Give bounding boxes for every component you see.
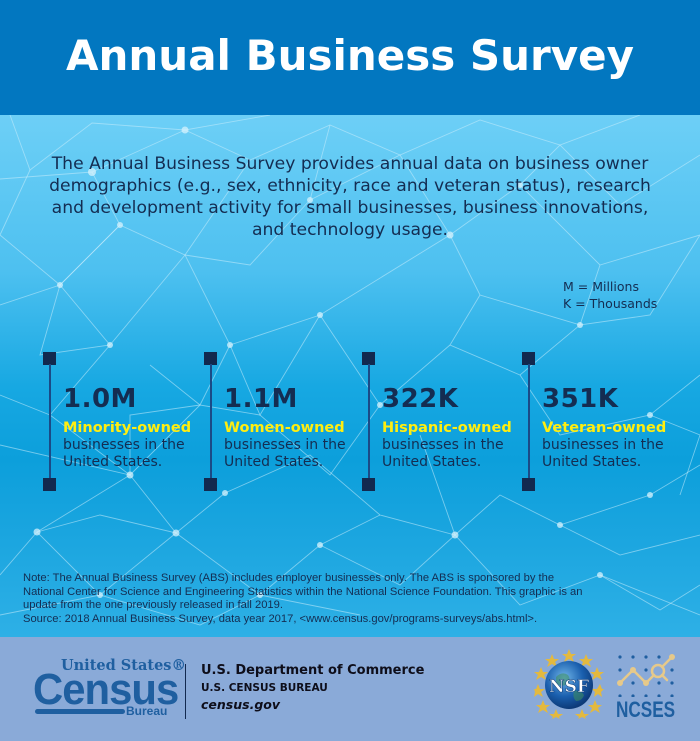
marker-square-icon bbox=[204, 478, 217, 491]
stat-value: 322K bbox=[382, 384, 459, 414]
stat-category: Women-owned bbox=[224, 420, 345, 436]
ncses-logo-text: NCSES bbox=[616, 697, 676, 722]
stat-value: 1.1M bbox=[224, 384, 298, 414]
note-line: Note: The Annual Business Survey (ABS) i… bbox=[23, 572, 555, 584]
stat-category: Minority-owned bbox=[63, 420, 192, 436]
header-banner: Annual Business Survey bbox=[0, 0, 700, 115]
footer: United States® Census Bureau U.S. Depart… bbox=[0, 637, 700, 741]
stat-category: Veteran-owned bbox=[542, 420, 667, 436]
stat-value: 1.0M bbox=[63, 384, 137, 414]
stat-description: businesses in the United States. bbox=[542, 437, 664, 471]
footer-divider bbox=[185, 664, 186, 719]
marker-square-icon bbox=[362, 478, 375, 491]
ncses-chart-magnifier-icon bbox=[617, 654, 675, 697]
stat-women-owned: 1.1M Women-owned businesses in the Unite… bbox=[204, 352, 369, 494]
stat-desc-line: United States. bbox=[224, 454, 324, 470]
marker-line bbox=[527, 364, 530, 480]
source-line: Source: 2018 Annual Business Survey, dat… bbox=[23, 612, 538, 625]
nsf-logo-icon[interactable]: NSF bbox=[534, 647, 604, 719]
marker-line bbox=[367, 364, 370, 480]
stat-category: Hispanic-owned bbox=[382, 420, 512, 436]
marker-line bbox=[48, 364, 51, 480]
marker-square-icon bbox=[522, 352, 535, 365]
stat-desc-line: businesses in the bbox=[63, 437, 185, 453]
marker-square-icon bbox=[43, 352, 56, 365]
census-logo-bureau: Bureau bbox=[126, 704, 168, 718]
stat-desc-line: businesses in the bbox=[542, 437, 664, 453]
main-panel: The Annual Business Survey provides annu… bbox=[0, 115, 700, 637]
marker-square-icon bbox=[204, 352, 217, 365]
bureau-name: U.S. CENSUS BUREAU bbox=[201, 682, 328, 694]
census-bureau-logo[interactable]: United States® Census Bureau bbox=[33, 657, 186, 719]
legend-thousands: K = Thousands bbox=[563, 296, 658, 311]
unit-legend: M = Millions K = Thousands bbox=[563, 278, 657, 312]
census-logo-united-states: United States® bbox=[61, 657, 186, 674]
marker-square-icon bbox=[362, 352, 375, 365]
stat-desc-line: businesses in the bbox=[224, 437, 346, 453]
stat-hispanic-owned: 322K Hispanic-owned businesses in the Un… bbox=[362, 352, 527, 494]
stat-desc-line: businesses in the bbox=[382, 437, 504, 453]
marker-square-icon bbox=[522, 478, 535, 491]
network-background-graphic bbox=[0, 115, 700, 626]
marker-square-icon bbox=[43, 478, 56, 491]
nsf-logo-text: NSF bbox=[549, 677, 589, 697]
legend-millions: M = Millions bbox=[563, 279, 639, 294]
stat-value: 351K bbox=[542, 384, 619, 414]
census-logo-wordmark: Census bbox=[33, 665, 179, 714]
stat-desc-line: United States. bbox=[63, 454, 163, 470]
marker-line bbox=[209, 364, 212, 480]
stat-desc-line: United States. bbox=[382, 454, 482, 470]
intro-paragraph: The Annual Business Survey provides annu… bbox=[49, 154, 651, 240]
stat-veteran-owned: 351K Veteran-owned businesses in the Uni… bbox=[522, 352, 687, 494]
ncses-logo[interactable]: NCSES bbox=[616, 653, 680, 723]
census-url-link[interactable]: census.gov bbox=[201, 697, 280, 712]
stat-description: businesses in the United States. bbox=[63, 437, 185, 471]
stat-desc-line: United States. bbox=[542, 454, 642, 470]
stat-description: businesses in the United States. bbox=[382, 437, 504, 471]
page-title: Annual Business Survey bbox=[66, 31, 634, 80]
department-name: U.S. Department of Commerce bbox=[201, 663, 425, 678]
footnote: Note: The Annual Business Survey (ABS) i… bbox=[23, 572, 683, 626]
note-line: update from the one previously released … bbox=[23, 599, 283, 611]
census-logo-bar bbox=[35, 709, 125, 714]
stat-description: businesses in the United States. bbox=[224, 437, 346, 471]
note-line: National Center for Science and Engineer… bbox=[23, 585, 583, 598]
stat-minority-owned: 1.0M Minority-owned businesses in the Un… bbox=[43, 352, 208, 494]
